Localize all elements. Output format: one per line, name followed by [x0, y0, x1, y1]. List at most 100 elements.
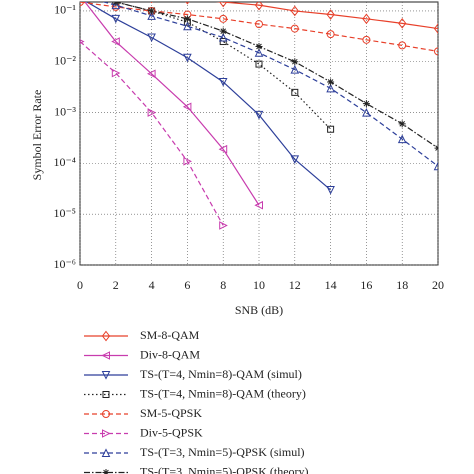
marker: [434, 144, 438, 152]
marker: [290, 155, 300, 164]
legend-label: TS-(T=4, Nmin=8)-QAM (theory): [140, 386, 306, 400]
marker: [327, 125, 335, 133]
x-tick-label: 10: [253, 278, 265, 292]
marker: [398, 18, 407, 29]
series-line: [85, 2, 331, 191]
marker: [147, 108, 157, 117]
marker: [433, 161, 438, 171]
marker: [218, 32, 228, 42]
marker: [182, 102, 192, 112]
marker: [102, 469, 110, 474]
marker: [254, 200, 263, 210]
series-line: [84, 2, 260, 206]
marker: [326, 83, 335, 93]
marker: [255, 20, 263, 29]
y-tick-label: 10⁻²: [54, 54, 76, 68]
series: [80, 39, 228, 230]
y-tick-label: 10⁻¹: [54, 3, 76, 17]
marker: [290, 65, 300, 74]
marker: [183, 21, 192, 31]
marker: [147, 11, 156, 20]
series-line: [80, 2, 438, 52]
marker: [183, 15, 191, 23]
series: [84, 2, 263, 210]
series-line: [101, 2, 438, 167]
marker: [362, 107, 371, 117]
x-tick-label: 12: [289, 278, 301, 292]
marker: [254, 2, 264, 11]
y-axis-label: Symbol Error Rate: [30, 90, 44, 181]
y-tick-label: 10⁻⁵: [53, 206, 76, 220]
marker: [291, 88, 299, 96]
marker: [183, 53, 192, 63]
marker: [150, 2, 153, 4]
legend-label: SM-5-QPSK: [140, 406, 202, 420]
marker: [255, 42, 263, 50]
marker: [291, 58, 299, 66]
marker: [111, 68, 121, 78]
marker: [254, 110, 264, 120]
marker: [219, 14, 228, 23]
x-axis-label: SNB (dB): [235, 303, 283, 317]
x-tick-label: 14: [325, 278, 337, 292]
marker: [255, 60, 263, 68]
marker: [362, 35, 371, 44]
y-tick-label: 10⁻⁴: [53, 155, 76, 169]
marker: [398, 120, 406, 128]
marker: [115, 2, 116, 3]
marker: [111, 2, 121, 10]
marker: [397, 134, 407, 144]
x-tick-label: 6: [184, 278, 190, 292]
x-tick-label: 20: [432, 278, 444, 292]
x-tick-label: 4: [149, 278, 155, 292]
legend-label: TS-(T=3, Nmin=5)-QPSK (theory): [140, 464, 309, 474]
marker: [101, 371, 111, 380]
marker: [111, 14, 121, 24]
series-line: [80, 41, 224, 226]
marker: [101, 330, 111, 342]
marker: [219, 27, 227, 35]
legend-label: SM-8-QAM: [140, 328, 200, 342]
series-line: [215, 2, 438, 30]
marker: [434, 47, 438, 56]
marker: [362, 13, 371, 25]
series: [112, 2, 438, 152]
marker: [218, 77, 228, 87]
marker: [101, 351, 110, 360]
marker: [254, 48, 264, 57]
marker: [327, 78, 335, 86]
marker: [433, 23, 438, 34]
marker: [290, 24, 299, 33]
series: [80, 2, 438, 56]
marker: [326, 30, 335, 39]
marker: [80, 2, 81, 3]
legend-label: Div-5-QPSK: [140, 425, 203, 439]
marker: [183, 156, 193, 166]
legend-label: TS-(T=4, Nmin=8)-QAM (simul): [140, 367, 302, 381]
legend-label: TS-(T=3, Nmin=5)-QPSK (simul): [140, 445, 305, 459]
marker: [102, 410, 110, 418]
marker: [111, 37, 120, 46]
marker: [326, 9, 335, 20]
x-tick-label: 18: [396, 278, 408, 292]
x-tick-label: 8: [220, 278, 226, 292]
marker: [148, 7, 156, 15]
series: [101, 2, 438, 171]
y-tick-label: 10⁻³: [54, 104, 76, 118]
legend-label: Div-8-QAM: [140, 347, 200, 361]
x-tick-label: 2: [113, 278, 119, 292]
marker: [147, 33, 156, 43]
series: [80, 2, 335, 195]
marker: [219, 221, 228, 230]
marker: [218, 144, 228, 154]
marker: [219, 38, 227, 46]
marker: [102, 429, 111, 438]
x-tick-label: 0: [77, 278, 83, 292]
marker: [326, 185, 335, 195]
marker: [146, 69, 156, 79]
marker: [102, 391, 110, 398]
marker: [398, 41, 407, 50]
marker: [185, 2, 190, 5]
marker: [219, 2, 228, 8]
